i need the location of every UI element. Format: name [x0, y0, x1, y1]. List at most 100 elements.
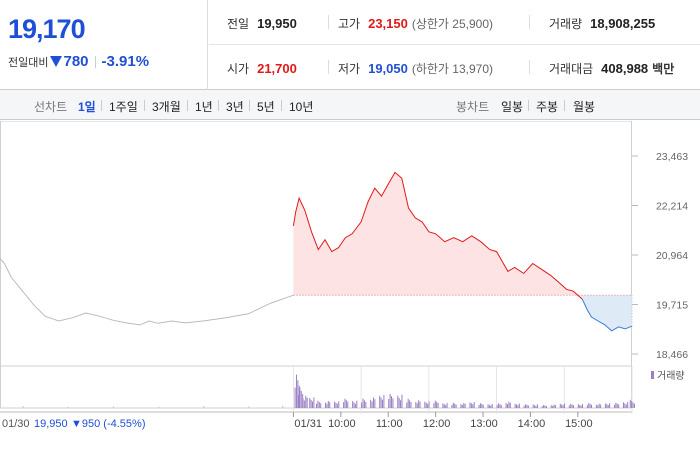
volume-bar	[425, 402, 427, 408]
volume-bar	[380, 397, 382, 408]
tab-10y[interactable]: 10년	[289, 100, 314, 114]
stat-value: 408,988	[601, 61, 649, 76]
volume-bar	[401, 394, 403, 408]
volume-bar	[536, 404, 538, 408]
volume-bar	[508, 401, 510, 408]
volume-bar	[318, 401, 320, 408]
volume-bar	[361, 402, 363, 408]
tab-1y[interactable]: 1년	[195, 100, 213, 114]
volume-bar	[568, 405, 570, 408]
prev-day-line	[0, 257, 294, 326]
volume-bar	[561, 404, 563, 408]
tab-daily-candle[interactable]: 일봉	[501, 100, 524, 114]
x-tick-label: 11:00	[376, 418, 403, 430]
volume-bar	[343, 402, 345, 408]
volume-bar	[306, 397, 308, 408]
tab-3m[interactable]: 3개월	[152, 100, 181, 114]
volume-bar	[464, 403, 466, 408]
stat-label: 고가	[338, 17, 361, 31]
volume-bar	[305, 395, 307, 408]
volume-bar	[336, 403, 338, 408]
stat-value: 18,908,255	[590, 16, 656, 31]
stat-label: 전일	[227, 17, 250, 31]
volume-bar	[297, 380, 299, 408]
divider	[529, 15, 530, 29]
volume-bar	[389, 393, 391, 408]
volume-bar	[362, 398, 364, 408]
down-triangle-icon	[50, 56, 63, 67]
stat-label: 거래대금	[549, 62, 594, 76]
volume-bar	[518, 403, 520, 408]
volume-bar	[615, 402, 617, 408]
x-axis: 01/31 10:00 11:00 12:00 13:00 14:00 15:00 01/30…	[2, 412, 593, 430]
volume-bar	[544, 405, 546, 408]
volume-bar	[532, 404, 534, 408]
volume-bar	[609, 403, 611, 408]
y-axis: 23,463 22,214 20,964 19,715 18,466	[656, 151, 688, 361]
tab-1d[interactable]: 1일	[78, 100, 96, 114]
volume-bar	[496, 405, 498, 408]
x-tick-label: 15:00	[565, 418, 593, 430]
volume-bar	[282, 405, 284, 408]
volume-bar	[409, 400, 411, 408]
volume-bar	[299, 387, 301, 408]
y-tick-label: 23,463	[656, 151, 688, 163]
divider	[564, 100, 565, 111]
volume-bar	[433, 403, 435, 408]
volume-bar	[627, 402, 629, 408]
volume-bar	[517, 405, 519, 408]
stat-sub: (상한가 25,900)	[411, 17, 494, 31]
volume-bar	[509, 402, 511, 408]
volume-bar	[303, 400, 305, 408]
volume-bar	[461, 404, 463, 408]
volume-bar	[479, 403, 481, 408]
tab-5y[interactable]: 5년	[257, 100, 275, 114]
volume-bar	[591, 404, 593, 408]
volume-bar	[507, 404, 508, 408]
price-summary: 19,170 전일대비 780 -3.91%	[0, 0, 208, 90]
volume-bar	[434, 400, 436, 408]
volume-bar	[67, 406, 69, 408]
volume-bar	[406, 402, 408, 408]
tab-weekly-candle[interactable]: 주봉	[536, 100, 559, 114]
volume-bar	[478, 404, 480, 408]
divider	[328, 15, 329, 29]
volume-bar	[112, 406, 115, 408]
volume-bar	[573, 405, 574, 408]
tab-1w[interactable]: 1주일	[109, 100, 138, 114]
volume-bar	[586, 405, 588, 408]
change-row: 전일대비 780 -3.91%	[8, 53, 149, 70]
volume-bar	[397, 395, 399, 408]
price-chart[interactable]: 23,463 22,214 20,964 19,715 18,466 거래량 01/31…	[0, 121, 700, 450]
y-tick-label: 20,964	[656, 250, 688, 262]
today-line-down	[581, 298, 633, 332]
volume-bar	[427, 403, 429, 408]
volume-bar	[618, 404, 620, 408]
volume-bar	[442, 403, 444, 408]
volume-bar	[606, 404, 608, 408]
divider	[281, 100, 282, 111]
volume-bar	[334, 401, 336, 408]
divider	[94, 55, 96, 68]
x-tick-label: 12:00	[423, 418, 451, 430]
volume-bar	[589, 403, 591, 408]
volume-bar	[624, 403, 626, 408]
volume-bar	[400, 400, 402, 408]
volume-bar	[370, 399, 372, 408]
volume-bar	[481, 403, 483, 408]
volume-bar	[310, 399, 312, 408]
volume-bar	[525, 404, 527, 408]
volume-bar	[325, 402, 327, 408]
volume-bar	[363, 400, 365, 408]
volume-bar	[497, 403, 499, 408]
volume-bar	[526, 404, 528, 408]
tab-3y[interactable]: 3년	[226, 100, 244, 114]
volume-bar	[487, 404, 489, 408]
stats-row-2: 시가 21,700 저가 19,050 (하한가 13,970) 거래대금 40…	[209, 45, 700, 90]
stat-label: 거래량	[549, 17, 583, 31]
prev-day-date: 01/30	[2, 418, 30, 430]
area-below-reference	[582, 295, 632, 331]
tab-monthly-candle[interactable]: 월봉	[573, 100, 596, 114]
volume-bar	[545, 406, 547, 408]
volume-bar	[625, 404, 627, 408]
